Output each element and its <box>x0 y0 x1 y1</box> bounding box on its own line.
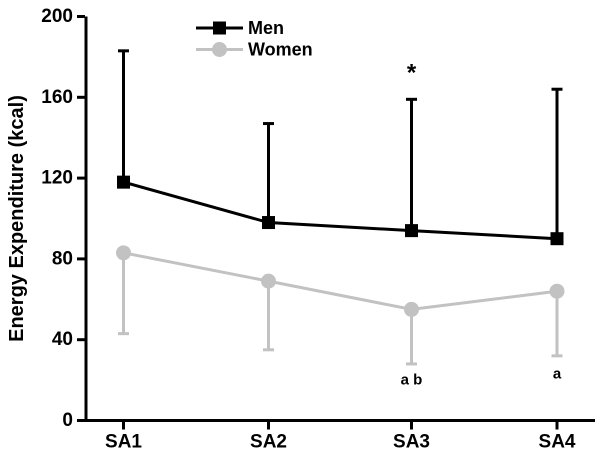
x-tick-label-sa1: SA1 <box>105 432 142 453</box>
marker-men-sa1 <box>117 175 130 189</box>
legend-marker-square <box>213 21 226 35</box>
y-tick-label: 200 <box>41 6 73 27</box>
axes: 0 40 80 120 160 200 SA1 SA2 SA3 SA4 Energy Expendi… <box>6 6 595 453</box>
x-tick-label-sa2: SA2 <box>250 432 287 453</box>
legend-entry-men: Men <box>196 18 284 38</box>
marker-women-sa1 <box>116 245 131 261</box>
series-women <box>116 245 565 366</box>
legend-entry-women: Women <box>196 40 313 60</box>
marker-men-sa4 <box>550 232 564 246</box>
y-tick-label: 0 <box>62 410 73 431</box>
y-tick-label: 120 <box>41 168 73 189</box>
marker-women-sa4 <box>549 283 565 299</box>
series-line-women <box>123 251 558 311</box>
y-tick-label: 80 <box>52 248 73 269</box>
annotation-a: a <box>553 366 562 383</box>
legend-label-women: Women <box>248 40 313 60</box>
series-men <box>117 49 564 246</box>
marker-women-sa3 <box>404 301 419 317</box>
x-tick-label-sa3: SA3 <box>393 432 430 453</box>
marker-women-sa2 <box>261 273 276 289</box>
legend-marker-circle <box>212 42 227 57</box>
y-tick-label: 160 <box>41 87 73 108</box>
annotation-a-b: a b <box>401 372 423 389</box>
y-tick-label: 40 <box>52 329 73 350</box>
legend-label-men: Men <box>248 18 284 38</box>
annotation-asterisk: * <box>407 60 417 87</box>
x-tick-label-sa4: SA4 <box>539 432 576 453</box>
marker-men-sa2 <box>262 216 275 230</box>
series-line-men <box>123 180 558 241</box>
marker-men-sa3 <box>405 224 418 238</box>
y-axis-title: Energy Expenditure (kcal) <box>6 95 28 342</box>
